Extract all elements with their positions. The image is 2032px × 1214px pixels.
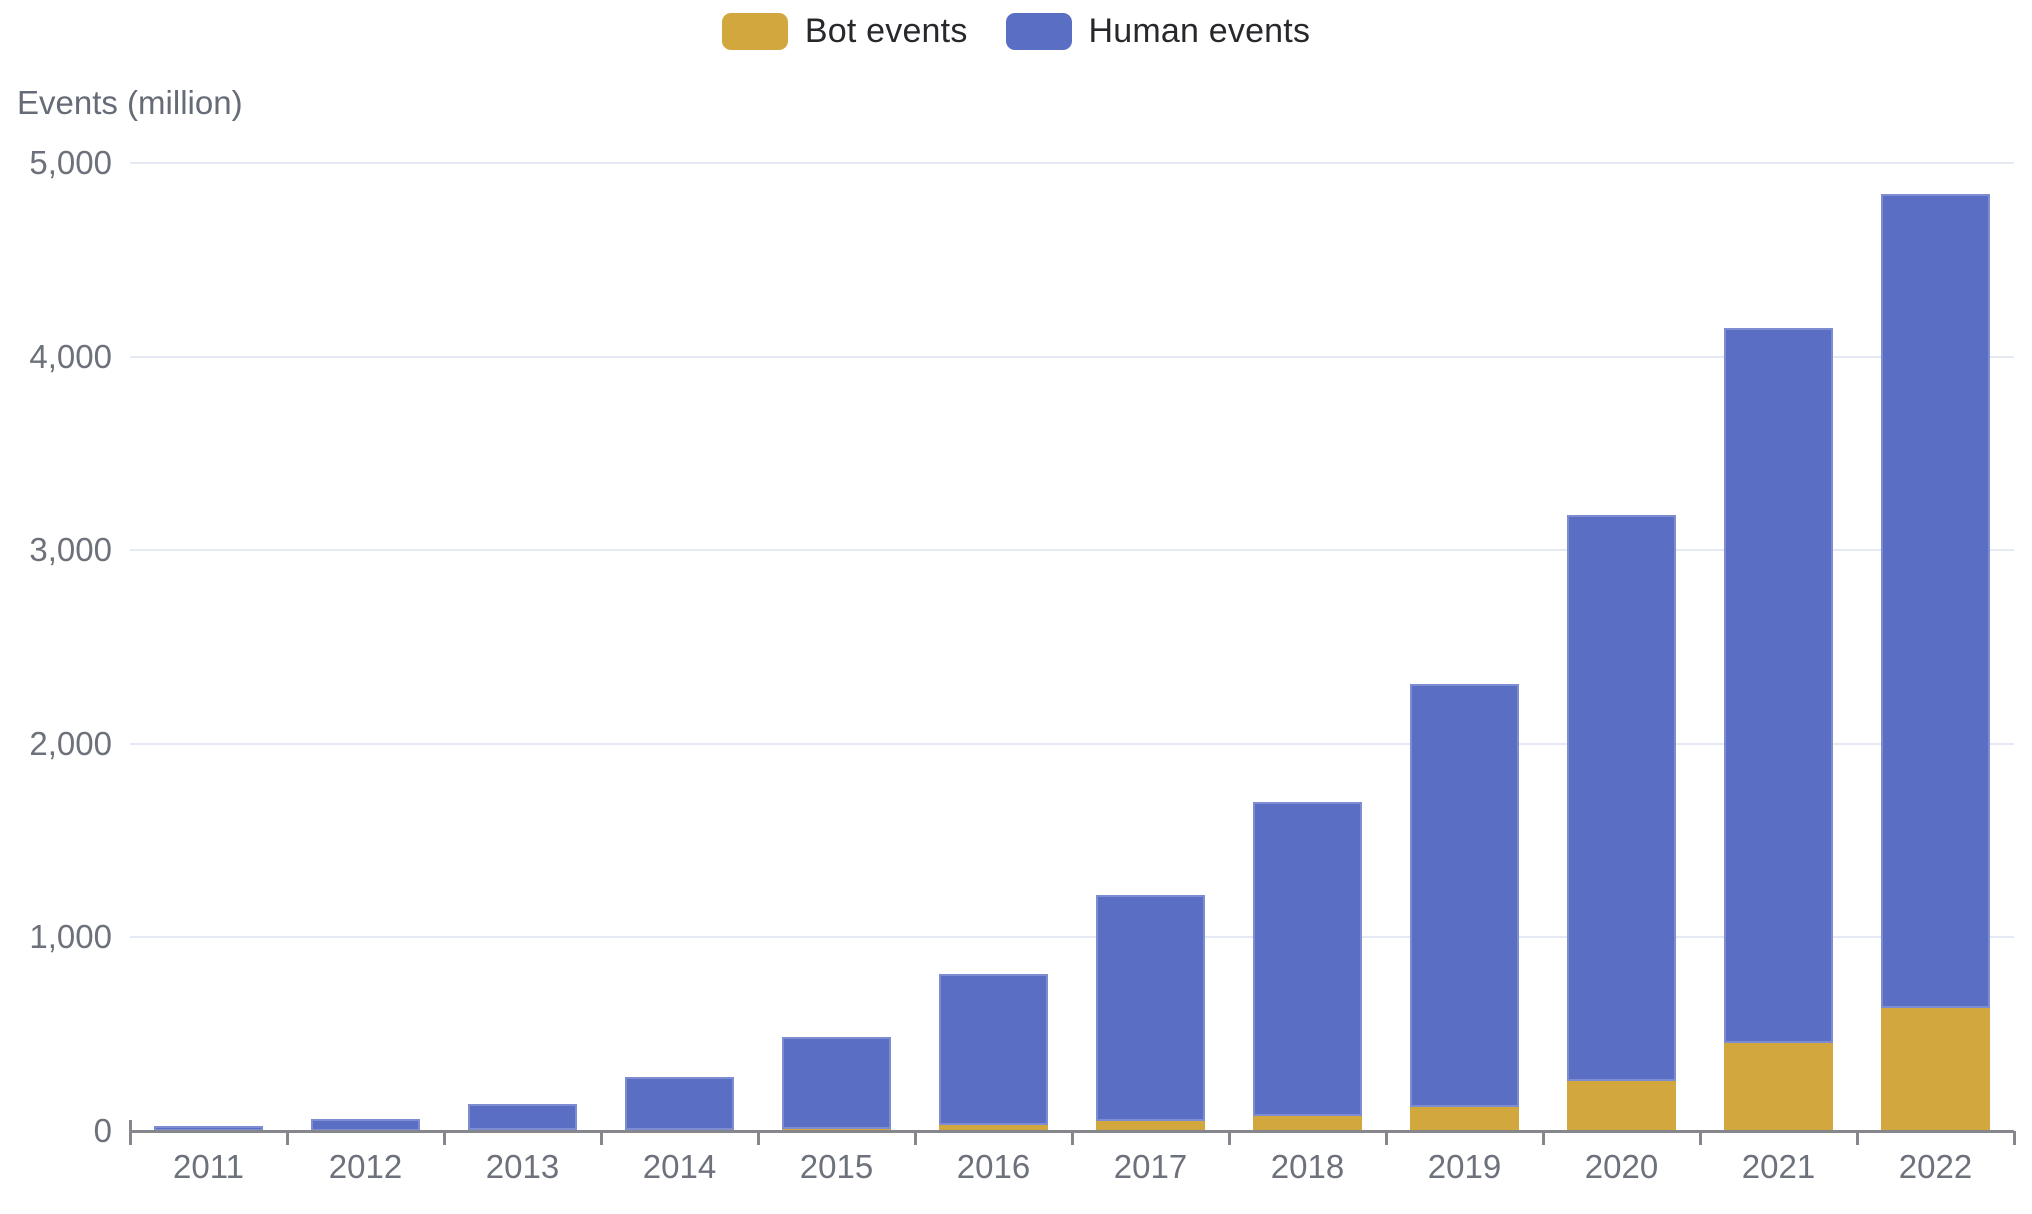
bar-2012: [311, 1119, 420, 1131]
x-label-2019: 2019: [1427, 1148, 1502, 1185]
bar-2022: [1881, 194, 1990, 1131]
y-tick-label-1000: 1,000: [29, 918, 112, 956]
x-label-2016: 2016: [956, 1148, 1031, 1185]
bar-2021-human-segment: [1724, 327, 1833, 1043]
x-label-2017: 2017: [1113, 1148, 1188, 1185]
bar-2019: [1410, 683, 1519, 1131]
x-label-2012: 2012: [328, 1148, 403, 1185]
gridline-5000: [130, 162, 2014, 164]
bar-2022-human-segment: [1881, 194, 1990, 1009]
bar-2016: [939, 974, 1048, 1131]
x-axis-tick: [129, 1120, 132, 1145]
y-tick-label-0: 0: [93, 1112, 112, 1149]
x-label-2020: 2020: [1584, 1148, 1659, 1185]
bar-2017: [1096, 894, 1205, 1131]
bar-2015: [782, 1037, 891, 1131]
x-axis-tick: [443, 1131, 446, 1145]
x-label-2011: 2011: [173, 1148, 244, 1185]
legend-item-human-events[interactable]: Human events: [1005, 12, 1311, 51]
gridline-1000: [130, 936, 2014, 939]
legend-swatch-icon: [1005, 13, 1072, 50]
x-axis-tick: [1071, 1131, 1074, 1145]
legend-label: Bot events: [804, 12, 968, 50]
x-axis-tick: [1699, 1131, 1702, 1145]
legend-item-bot-events[interactable]: Bot events: [721, 12, 968, 51]
bar-2018-bot-segment: [1253, 1116, 1362, 1131]
legend-label: Human events: [1088, 12, 1311, 50]
x-axis-tick: [1228, 1131, 1231, 1145]
bar-2012-human-segment: [311, 1119, 420, 1131]
x-label-2021: 2021: [1741, 1148, 1816, 1185]
x-axis-tick: [2013, 1131, 2016, 1145]
bar-2017-bot-segment: [1096, 1121, 1205, 1131]
x-label-2014: 2014: [642, 1148, 717, 1185]
legend: Bot events Human events: [0, 12, 2032, 51]
y-tick-label-5000: 5,000: [29, 144, 112, 181]
bar-2020-human-segment: [1567, 515, 1676, 1081]
bar-2022-bot-segment: [1881, 1008, 1990, 1131]
x-axis-tick: [914, 1131, 917, 1145]
bar-2016-human-segment: [939, 974, 1048, 1126]
bar-2011-human-segment: [154, 1126, 263, 1131]
x-axis-tick: [1542, 1131, 1545, 1145]
bar-2013: [468, 1103, 577, 1131]
x-axis-tick: [286, 1131, 289, 1145]
bar-2021-bot-segment: [1724, 1042, 1833, 1131]
x-label-2013: 2013: [485, 1148, 560, 1185]
gridline-2000: [130, 742, 2014, 745]
x-axis-tick: [1385, 1131, 1388, 1145]
legend-swatch-icon: [721, 13, 788, 50]
bar-2020: [1567, 515, 1676, 1131]
bar-2019-human-segment: [1410, 683, 1519, 1107]
bar-2020-bot-segment: [1567, 1080, 1676, 1131]
x-axis-tick: [600, 1131, 603, 1145]
bar-2018: [1253, 801, 1362, 1131]
y-axis-title: Events (million): [17, 84, 243, 121]
bar-2015-human-segment: [782, 1037, 891, 1130]
bar-2013-human-segment: [468, 1103, 577, 1131]
bar-2017-human-segment: [1096, 894, 1205, 1122]
bar-2018-human-segment: [1253, 801, 1362, 1117]
bar-2016-bot-segment: [939, 1125, 1048, 1131]
bar-2019-bot-segment: [1410, 1106, 1519, 1131]
y-tick-label-2000: 2,000: [29, 724, 112, 762]
bar-2021: [1724, 327, 1833, 1131]
x-axis-tick: [1856, 1131, 1859, 1145]
x-label-2018: 2018: [1270, 1148, 1345, 1185]
y-tick-label-3000: 3,000: [29, 531, 112, 569]
gridline-4000: [130, 355, 2014, 358]
bar-2011: [154, 1126, 263, 1131]
y-tick-label-4000: 4,000: [29, 337, 112, 375]
x-label-2015: 2015: [799, 1148, 874, 1185]
bar-2014: [625, 1076, 734, 1131]
bar-2014-human-segment: [625, 1076, 734, 1131]
x-label-2022: 2022: [1898, 1148, 1973, 1185]
x-axis-tick: [757, 1131, 760, 1145]
gridline-3000: [130, 549, 2014, 552]
